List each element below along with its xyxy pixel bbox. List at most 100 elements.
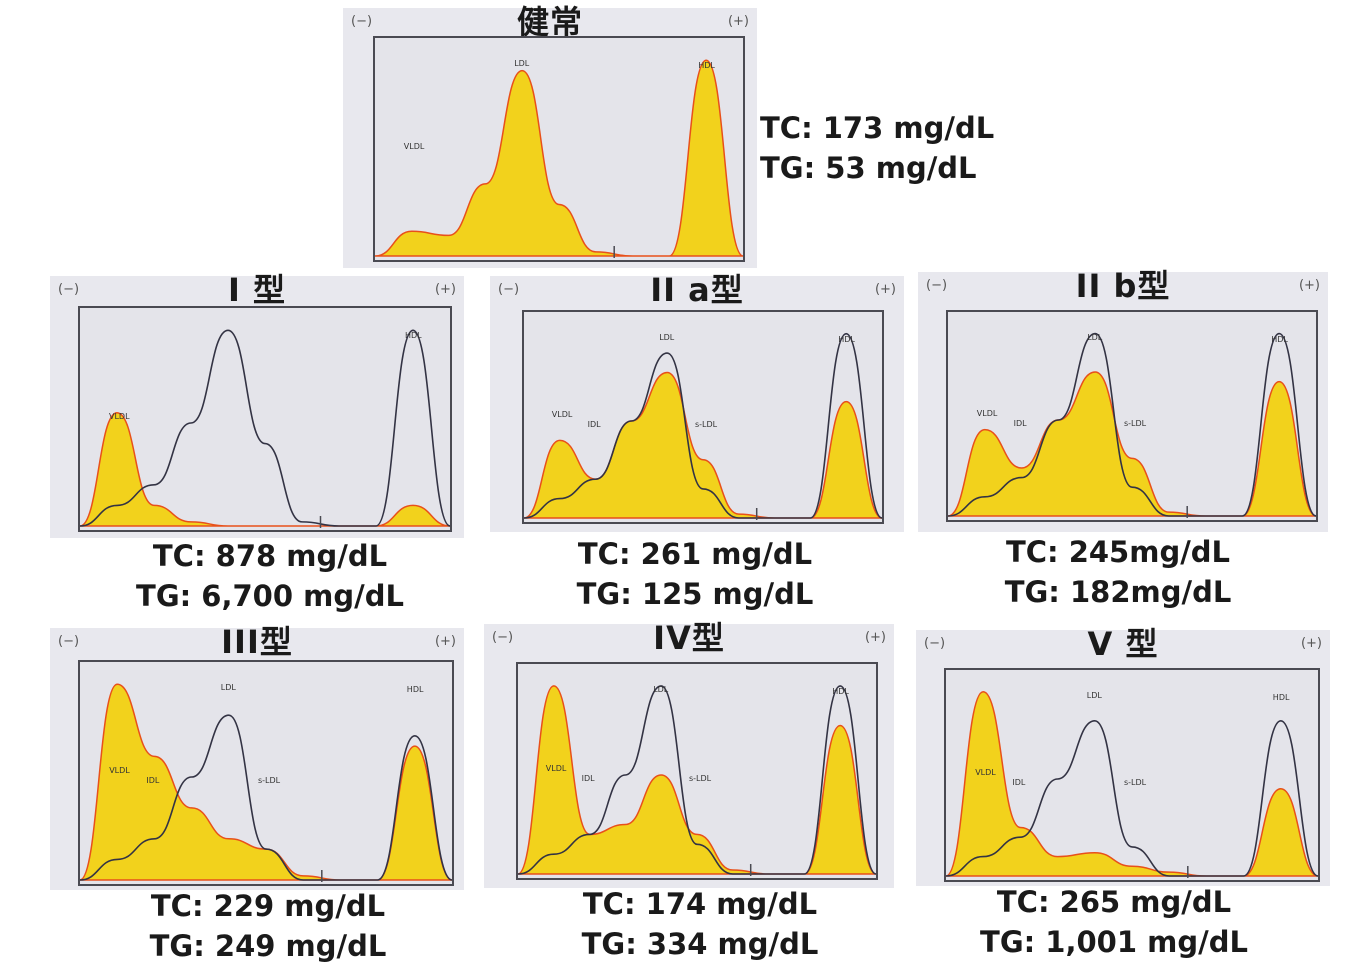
- panel-title: V 型: [1087, 625, 1159, 663]
- electrophoresis-plot: VLDL IDL LDL s-LDL HDL: [522, 310, 884, 524]
- peak-label: HDL: [838, 335, 855, 344]
- electrophoresis-plot: VLDL LDL HDL: [373, 36, 745, 262]
- stats-type1: TC: 878 mg/dL TG: 6,700 mg/dL: [120, 536, 420, 616]
- stats-type2b: TC: 245mg/dL TG: 182mg/dL: [968, 532, 1268, 612]
- polarity-minus: (−): [926, 278, 948, 293]
- tg-value: TG: 125 mg/dL: [576, 577, 814, 611]
- peak-label: s-LDL: [689, 774, 712, 783]
- profile-line: [79, 329, 451, 527]
- peak-label: IDL: [146, 776, 160, 785]
- tc-value: TC: 878 mg/dL: [152, 539, 388, 573]
- panel-title: II b型: [1075, 267, 1171, 305]
- electrophoresis-plot: VLDL IDL LDL s-LDL HDL: [516, 662, 878, 880]
- electrophoresis-plot: VLDL IDL LDL s-LDL HDL: [944, 668, 1320, 882]
- profile-fill: [374, 59, 744, 257]
- panel-type1: I 型 (−) (+) VLDL HDL: [50, 271, 464, 538]
- profile-fill: [947, 371, 1317, 517]
- peak-label: LDL: [653, 685, 669, 694]
- electrophoresis-plot: VLDL IDL LDL s-LDL HDL: [78, 660, 454, 886]
- peak-label: VLDL: [546, 764, 567, 773]
- panel-title: II a型: [650, 271, 744, 309]
- tg-value: TG: 53 mg/dL: [760, 151, 977, 185]
- panel-type2a: II a型 (−) (+) VLDL IDL LDL s-LDL HDL: [490, 271, 904, 532]
- tg-value: TG: 6,700 mg/dL: [136, 579, 404, 613]
- tc-value: TC: 174 mg/dL: [582, 887, 818, 921]
- profile-fill: [517, 685, 877, 875]
- polarity-plus: (+): [1298, 278, 1320, 293]
- peak-label: s-LDL: [695, 420, 718, 429]
- polarity-minus: (−): [498, 282, 520, 297]
- polarity-minus: (−): [924, 636, 946, 651]
- profile-svg: VLDL IDL LDL s-LDL HDL: [517, 685, 877, 876]
- tg-value: TG: 334 mg/dL: [581, 927, 819, 961]
- profile-fill: [523, 371, 883, 519]
- tc-value: TC: 173 mg/dL: [760, 111, 995, 145]
- peak-label: VLDL: [552, 410, 573, 419]
- peak-label: s-LDL: [258, 776, 281, 785]
- stats-type5: TC: 265 mg/dL TG: 1,001 mg/dL: [964, 882, 1264, 962]
- stats-normal: TC: 173 mg/dL TG: 53 mg/dL: [760, 108, 994, 188]
- peak-label: HDL: [405, 331, 422, 340]
- panel-title: IV型: [653, 619, 725, 657]
- tc-value: TC: 265 mg/dL: [996, 885, 1232, 919]
- peak-label: LDL: [514, 59, 530, 68]
- tg-value: TG: 249 mg/dL: [149, 929, 387, 963]
- panel-title: I 型: [227, 271, 287, 309]
- profile-line: [945, 719, 1319, 877]
- peak-label: HDL: [1273, 693, 1290, 702]
- peak-label: s-LDL: [1124, 419, 1147, 428]
- profile-svg: VLDL IDL LDL s-LDL HDL: [947, 332, 1317, 518]
- panel-type3: III型 (−) (+) VLDL IDL LDL s-LDL HDL: [50, 623, 464, 890]
- peak-label: LDL: [1087, 691, 1103, 700]
- electrophoresis-plot: VLDL HDL: [78, 306, 452, 532]
- peak-label: LDL: [1087, 333, 1103, 342]
- polarity-minus: (−): [58, 634, 80, 649]
- peak-label: VLDL: [109, 412, 130, 421]
- polarity-minus: (−): [492, 630, 514, 645]
- peak-label: HDL: [1271, 335, 1288, 344]
- profile-svg: VLDL IDL LDL s-LDL HDL: [523, 332, 883, 520]
- polarity-minus: (−): [58, 282, 80, 297]
- peak-label: HDL: [698, 61, 715, 70]
- profile-line: [947, 332, 1317, 517]
- tg-value: TG: 1,001 mg/dL: [980, 925, 1248, 959]
- profile-fill: [945, 690, 1319, 877]
- polarity-minus: (−): [351, 14, 373, 29]
- peak-label: IDL: [1014, 419, 1028, 428]
- peak-label: VLDL: [109, 766, 130, 775]
- peak-label: s-LDL: [1124, 778, 1147, 787]
- panel-normal: 健常 (−) (+) VLDL LDL HDL: [343, 3, 757, 268]
- polarity-plus: (+): [874, 282, 896, 297]
- polarity-plus: (+): [434, 282, 456, 297]
- polarity-plus: (+): [434, 634, 456, 649]
- tc-value: TC: 261 mg/dL: [577, 537, 813, 571]
- panel-type4: IV型 (−) (+) VLDL IDL LDL s-LDL HDL: [484, 619, 894, 888]
- peak-label: HDL: [407, 685, 424, 694]
- peak-label: IDL: [588, 420, 602, 429]
- peak-label: VLDL: [975, 768, 996, 777]
- profile-svg: VLDL LDL HDL: [374, 59, 744, 258]
- electrophoresis-plot: VLDL IDL LDL s-LDL HDL: [946, 310, 1318, 522]
- peak-label: LDL: [659, 333, 675, 342]
- profile-line: [523, 332, 883, 519]
- peak-label: HDL: [832, 687, 849, 696]
- profile-svg: VLDL HDL: [79, 329, 451, 528]
- panel-title: 健常: [516, 3, 583, 41]
- panel-type2b: II b型 (−) (+) VLDL IDL LDL s-LDL HDL: [918, 267, 1328, 532]
- tc-value: TC: 245mg/dL: [1005, 535, 1231, 569]
- stats-type3: TC: 229 mg/dL TG: 249 mg/dL: [118, 886, 418, 966]
- profile-fill: [79, 411, 451, 527]
- peak-label: IDL: [582, 774, 596, 783]
- peak-label: VLDL: [977, 409, 998, 418]
- profile-line: [517, 685, 877, 875]
- stats-type2a: TC: 261 mg/dL TG: 125 mg/dL: [545, 534, 845, 614]
- stats-type4: TC: 174 mg/dL TG: 334 mg/dL: [550, 884, 850, 964]
- polarity-plus: (+): [727, 14, 749, 29]
- profile-svg: VLDL IDL LDL s-LDL HDL: [79, 683, 453, 882]
- profile-svg: VLDL IDL LDL s-LDL HDL: [945, 690, 1319, 878]
- profile-line: [79, 714, 453, 881]
- tc-value: TC: 229 mg/dL: [150, 889, 386, 923]
- panel-type5: V 型 (−) (+) VLDL IDL LDL s-LDL HDL: [916, 625, 1330, 886]
- panel-title: III型: [221, 623, 293, 661]
- peak-label: VLDL: [404, 142, 425, 151]
